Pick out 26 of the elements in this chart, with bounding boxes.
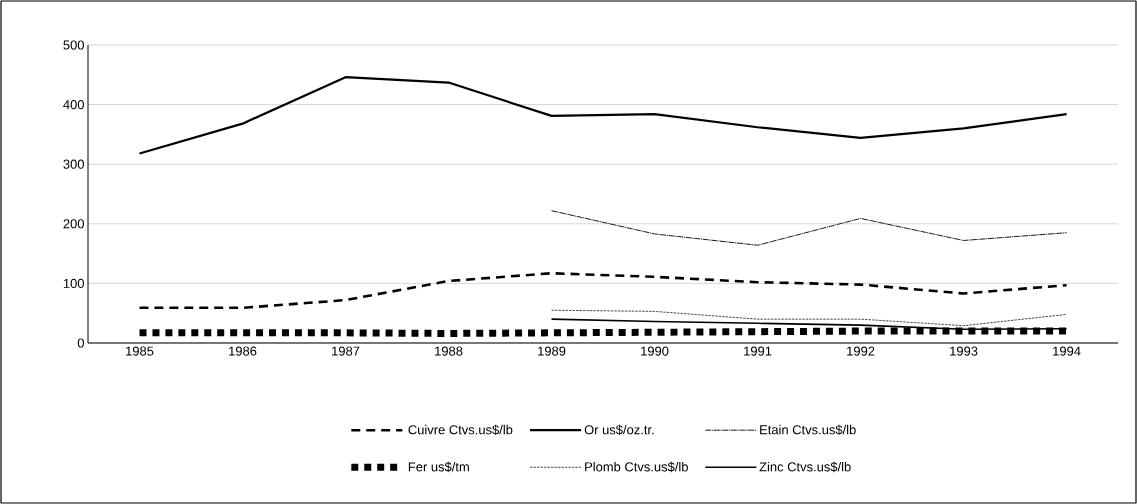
- y-tick-label: 0: [77, 338, 84, 348]
- y-tick-label: 300: [63, 159, 84, 169]
- x-tick-label: 1994: [1053, 346, 1081, 356]
- line-series: [551, 309, 1067, 327]
- x-tick-label: 1987: [332, 346, 360, 356]
- y-tick-label: 400: [63, 100, 84, 110]
- line-series: [138, 76, 1068, 155]
- y-tick-label: 500: [63, 40, 84, 50]
- x-tick-label: 1989: [538, 346, 566, 356]
- legend-label: Etain Ctvs.us$/lb: [760, 424, 856, 436]
- y-tick-label: 100: [63, 278, 84, 288]
- line-series: [551, 210, 1068, 246]
- line-series: [138, 271, 1068, 310]
- legend-label: Or us$/oz.tr.: [584, 424, 654, 436]
- x-tick-label: 1991: [744, 346, 772, 356]
- x-tick-label: 1993: [950, 346, 978, 356]
- x-tick-label: 1992: [847, 346, 875, 356]
- x-tick-label: 1986: [229, 346, 257, 356]
- y-tick-label: 200: [63, 219, 84, 229]
- legend-label: Fer us$/tm: [408, 461, 469, 473]
- legend-label: Plomb Ctvs.us$/lb: [585, 461, 688, 473]
- legend-label: Zinc Ctvs.us$/lb: [759, 461, 851, 473]
- x-tick-label: 1988: [435, 346, 463, 356]
- x-tick-label: 1985: [126, 346, 154, 356]
- legend-label: Cuivre Ctvs.us$/lb: [408, 424, 513, 436]
- x-tick-label: 1990: [641, 346, 669, 356]
